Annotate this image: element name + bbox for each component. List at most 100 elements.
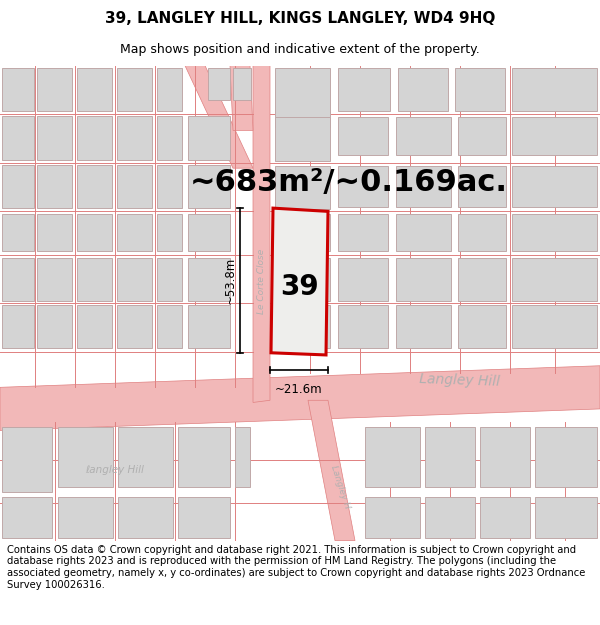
Bar [157, 214, 182, 251]
Bar [188, 258, 230, 301]
Bar [77, 116, 112, 159]
Bar [188, 305, 230, 349]
Bar [458, 305, 506, 349]
Text: Le Corte Close: Le Corte Close [257, 249, 266, 314]
Bar [275, 305, 330, 349]
Bar [275, 68, 330, 127]
Bar [275, 214, 330, 251]
Bar [338, 118, 388, 155]
Bar [77, 214, 112, 251]
Bar [396, 166, 451, 207]
Bar [118, 428, 173, 487]
Bar [117, 305, 152, 349]
Bar [275, 258, 330, 301]
Bar [512, 305, 597, 349]
Text: ~683m²/~0.169ac.: ~683m²/~0.169ac. [190, 168, 508, 197]
Bar [37, 258, 72, 301]
Bar [512, 214, 597, 251]
Text: Contains OS data © Crown copyright and database right 2021. This information is : Contains OS data © Crown copyright and d… [7, 545, 586, 589]
Bar [512, 118, 597, 155]
Bar [338, 214, 388, 251]
Bar [188, 116, 230, 159]
Text: ℓangley Hill: ℓangley Hill [86, 466, 145, 476]
Bar [365, 428, 420, 487]
Bar [512, 68, 597, 111]
Bar [37, 165, 72, 208]
Bar [77, 305, 112, 349]
Polygon shape [185, 66, 253, 168]
Bar [117, 116, 152, 159]
Bar [157, 305, 182, 349]
Bar [77, 68, 112, 111]
Bar [480, 428, 530, 487]
Bar [338, 68, 390, 111]
Bar [235, 428, 250, 487]
Bar [396, 305, 451, 349]
Bar [77, 258, 112, 301]
Bar [396, 258, 451, 301]
Bar [117, 214, 152, 251]
Bar [425, 428, 475, 487]
Bar [535, 498, 597, 539]
Bar [2, 214, 34, 251]
Bar [2, 498, 52, 539]
Bar [178, 428, 230, 487]
Polygon shape [271, 208, 328, 355]
Bar [157, 116, 182, 159]
Text: Map shows position and indicative extent of the property.: Map shows position and indicative extent… [120, 42, 480, 56]
Text: 39: 39 [281, 273, 319, 301]
Polygon shape [253, 66, 270, 402]
Polygon shape [230, 66, 253, 131]
Bar [178, 498, 230, 539]
Bar [188, 214, 230, 251]
Bar [37, 116, 72, 159]
Bar [2, 165, 34, 208]
Bar [77, 165, 112, 208]
Bar [58, 498, 113, 539]
Text: Langley H: Langley H [329, 464, 351, 509]
Bar [233, 68, 251, 100]
Bar [338, 258, 388, 301]
Bar [512, 258, 597, 301]
Bar [2, 68, 34, 111]
Bar [458, 258, 506, 301]
Bar [37, 68, 72, 111]
Text: 39, LANGLEY HILL, KINGS LANGLEY, WD4 9HQ: 39, LANGLEY HILL, KINGS LANGLEY, WD4 9HQ [105, 11, 495, 26]
Bar [458, 166, 506, 207]
Bar [396, 214, 451, 251]
Bar [188, 165, 230, 208]
Bar [117, 68, 152, 111]
Bar [58, 428, 113, 487]
Bar [535, 428, 597, 487]
Bar [2, 116, 34, 159]
Bar [37, 214, 72, 251]
Bar [338, 166, 388, 207]
Bar [117, 165, 152, 208]
Bar [2, 305, 34, 349]
Polygon shape [308, 400, 355, 541]
Bar [157, 68, 182, 111]
Bar [275, 166, 330, 209]
Text: ~53.8m: ~53.8m [223, 257, 236, 304]
Polygon shape [0, 366, 600, 431]
Bar [117, 258, 152, 301]
Bar [365, 498, 420, 539]
Bar [398, 68, 448, 111]
Bar [2, 428, 52, 492]
Bar [157, 165, 182, 208]
Bar [425, 498, 475, 539]
Text: Langley Hill: Langley Hill [419, 372, 500, 389]
Bar [37, 305, 72, 349]
Text: ~21.6m: ~21.6m [275, 383, 323, 396]
Bar [118, 498, 173, 539]
Bar [512, 166, 597, 207]
Bar [275, 118, 330, 161]
Bar [2, 258, 34, 301]
Bar [458, 118, 506, 155]
Bar [396, 118, 451, 155]
Bar [338, 305, 388, 349]
Bar [480, 498, 530, 539]
Bar [458, 214, 506, 251]
Bar [455, 68, 505, 111]
Bar [208, 68, 230, 100]
